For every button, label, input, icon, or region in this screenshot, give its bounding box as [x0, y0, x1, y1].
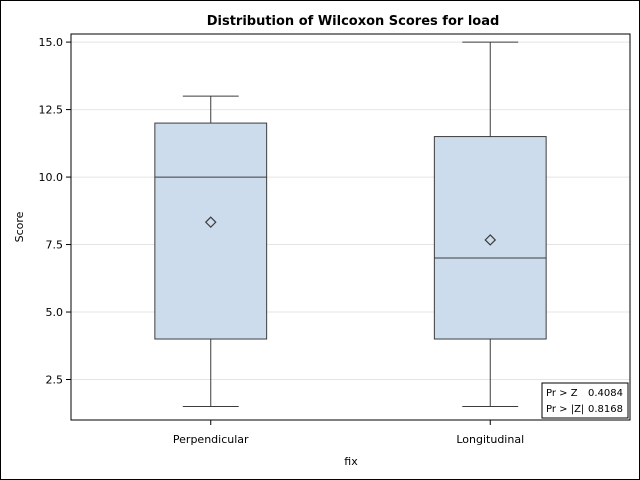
iqr-box — [154, 122, 268, 340]
y-axis-label: Score — [13, 211, 26, 242]
box-group — [154, 95, 268, 408]
box-series — [154, 41, 547, 408]
x-axis-label: fix — [344, 455, 358, 468]
stat-label: Pr > |Z| — [546, 404, 584, 415]
stat-value: 0.4084 — [588, 388, 623, 399]
y-tick-label: 2.5 — [46, 374, 64, 387]
stat-value: 0.8168 — [588, 404, 623, 415]
box-group — [433, 41, 547, 408]
mean-marker — [204, 216, 217, 228]
x-tick-label: Perpendicular — [173, 433, 249, 446]
y-tick-label: 10.0 — [39, 171, 64, 184]
plot-area — [70, 33, 631, 421]
chart-title: Distribution of Wilcoxon Scores for load — [207, 14, 500, 29]
stat-label: Pr > Z — [546, 388, 578, 399]
stats-inset: Pr > Z 0.4084 Pr > |Z| 0.8168 — [541, 382, 629, 419]
y-tick-label: 7.5 — [46, 239, 64, 252]
y-tick-label: 12.5 — [39, 104, 64, 117]
x-tick-label: Longitudinal — [456, 433, 524, 446]
y-axis: 2.5 5.0 7.5 10.0 12.5 15.0 — [39, 36, 71, 387]
y-tick-label: 15.0 — [39, 36, 64, 49]
iqr-box — [433, 136, 547, 340]
y-tick-label: 5.0 — [46, 306, 64, 319]
x-axis: Perpendicular Longitudinal — [173, 420, 524, 446]
mean-marker — [484, 234, 497, 246]
stats-inset-border — [541, 382, 629, 419]
